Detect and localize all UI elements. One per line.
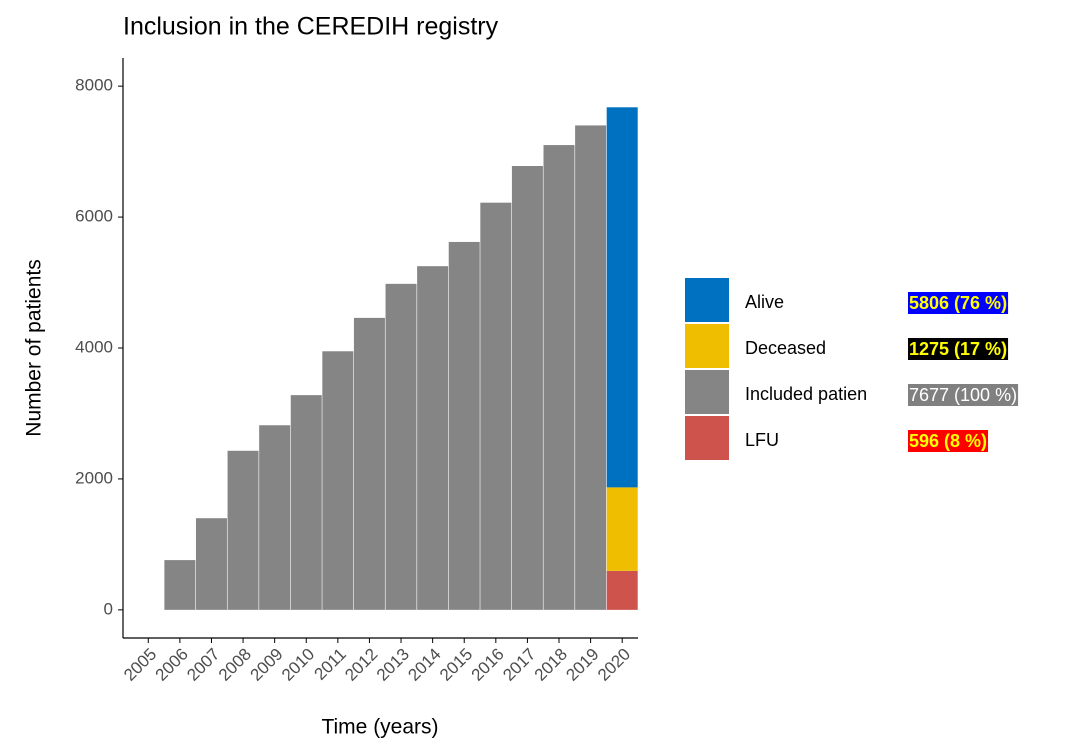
legend-value: 5806 (76 %) [909,293,1007,313]
legend-key [685,416,729,460]
y-axis-label: Number of patients [23,259,46,436]
legend-key [685,278,729,322]
legend-label: Deceased [745,338,826,358]
x-tick-label: 2005 [120,645,160,685]
x-tick-label: 2006 [152,645,192,685]
bar [385,283,417,610]
legend-value: 7677 (100 %) [909,385,1017,405]
bar [575,125,607,610]
x-tick-label: 2020 [594,645,634,685]
legend-label: LFU [745,430,779,450]
x-tick-label: 2012 [341,645,381,685]
bar [606,487,638,571]
bar [606,570,638,610]
x-tick-label: 2018 [531,645,571,685]
bar [259,425,291,610]
x-tick-label: 2013 [373,645,413,685]
y-tick-label: 8000 [75,76,113,95]
chart-title: Inclusion in the CEREDIH registry [123,13,499,41]
bar [290,395,322,610]
x-tick-label: 2008 [215,645,255,685]
y-tick-label: 4000 [75,337,113,356]
legend-label: Alive [745,292,784,312]
legend-value-background [908,430,989,452]
bar [480,202,512,610]
bar [227,450,259,610]
bar [164,560,196,610]
bar [322,351,354,610]
x-tick-label: 2007 [183,645,223,685]
bar [511,166,543,610]
bar [417,266,449,610]
y-tick-label: 6000 [75,207,113,226]
bar [353,317,385,610]
legend-key [685,370,729,414]
legend-value: 1275 (17 %) [909,339,1007,359]
bar [195,518,227,610]
x-tick-label: 2009 [246,645,286,685]
legend-value-background [908,292,1009,314]
x-tick-label: 2016 [468,645,508,685]
bar [448,241,480,610]
x-tick-label: 2019 [562,645,602,685]
legend-value: 596 (8 %) [909,431,987,451]
x-axis-label: Time (years) [321,716,438,739]
x-tick-label: 2011 [311,645,350,684]
legend-label: Included patien [745,384,867,404]
x-tick-label: 2017 [499,645,539,685]
legend-key [685,324,729,368]
x-tick-label: 2015 [436,645,476,685]
legend-value-background [908,338,1009,360]
bar [543,145,575,610]
x-tick-label: 2010 [278,645,318,685]
bar [606,107,638,488]
legend-value-background [908,384,1019,406]
y-tick-label: 0 [104,599,113,618]
x-tick-label: 2014 [404,645,444,685]
y-tick-label: 2000 [75,468,113,487]
